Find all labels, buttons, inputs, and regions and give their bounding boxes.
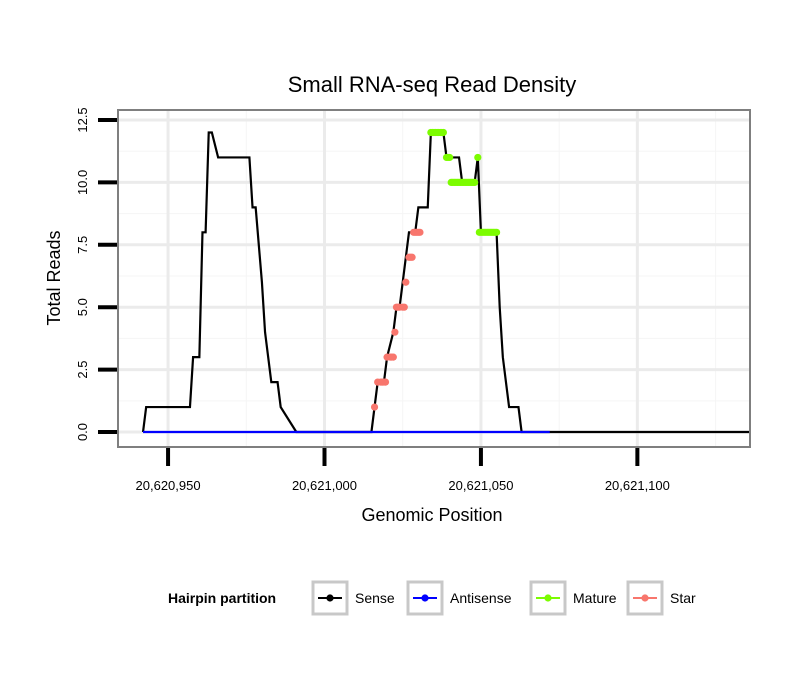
data-point-star: [400, 303, 408, 311]
legend-label: Star: [670, 590, 696, 606]
plot-panel: [117, 109, 751, 448]
legend-item-mature: Mature: [529, 580, 617, 616]
x-axis-title: Genomic Position: [361, 505, 502, 525]
legend-key-point: [421, 594, 429, 602]
series-layer: [141, 128, 750, 434]
data-point-star: [370, 403, 379, 411]
legend-key-point: [326, 594, 334, 602]
legend-items: Sense Antisense Mature Star: [311, 580, 696, 616]
x-axis: 20,620,950 20,621,000 20,621,050 20,621,100: [136, 448, 670, 493]
y-tick-label: 2.5: [75, 361, 90, 379]
legend-title: Hairpin partition: [168, 590, 276, 606]
y-tick-label: 0.0: [75, 423, 90, 441]
panel-border: [117, 109, 751, 448]
y-tick-label: 12.5: [75, 107, 90, 132]
series-star: [370, 228, 424, 411]
legend-label: Antisense: [450, 590, 512, 606]
x-tick-label: 20,621,000: [292, 478, 357, 493]
x-tick-label: 20,621,100: [605, 478, 670, 493]
data-point-star: [408, 253, 416, 261]
data-point-star: [381, 378, 390, 386]
series-mature: [427, 128, 501, 236]
y-axis-title: Total Reads: [44, 230, 64, 325]
panel-background: [118, 110, 750, 447]
data-point-star: [391, 328, 399, 336]
data-point-star: [416, 228, 424, 236]
x-tick-label: 20,620,950: [136, 478, 201, 493]
legend-label: Mature: [573, 590, 617, 606]
data-point-star: [402, 278, 410, 286]
data-point-star: [389, 353, 397, 361]
series-sense: [141, 131, 750, 434]
chart-title: Small RNA-seq Read Density: [288, 72, 577, 97]
legend-item-star: Star: [626, 580, 696, 616]
legend-item-antisense: Antisense: [406, 580, 512, 616]
data-point-mature: [471, 178, 479, 186]
y-axis: 0.0 2.5 5.0 7.5 10.0 12.5: [75, 107, 117, 441]
data-point-mature: [492, 228, 501, 236]
legend-key-point: [544, 594, 552, 602]
legend-item-sense: Sense: [311, 580, 395, 616]
legend-key-point: [641, 594, 649, 602]
y-tick-label: 5.0: [75, 298, 90, 316]
data-point-mature: [474, 153, 482, 162]
x-tick-label: 20,621,050: [448, 478, 513, 493]
data-point-mature: [439, 128, 447, 137]
legend: Hairpin partition Sense Antisense Mature St…: [168, 580, 696, 616]
legend-label: Sense: [355, 590, 395, 606]
grid-lines: [118, 110, 750, 447]
y-tick-label: 10.0: [75, 170, 90, 195]
y-tick-label: 7.5: [75, 236, 90, 254]
data-point-mature: [446, 153, 454, 162]
series-line-sense: [141, 131, 750, 434]
